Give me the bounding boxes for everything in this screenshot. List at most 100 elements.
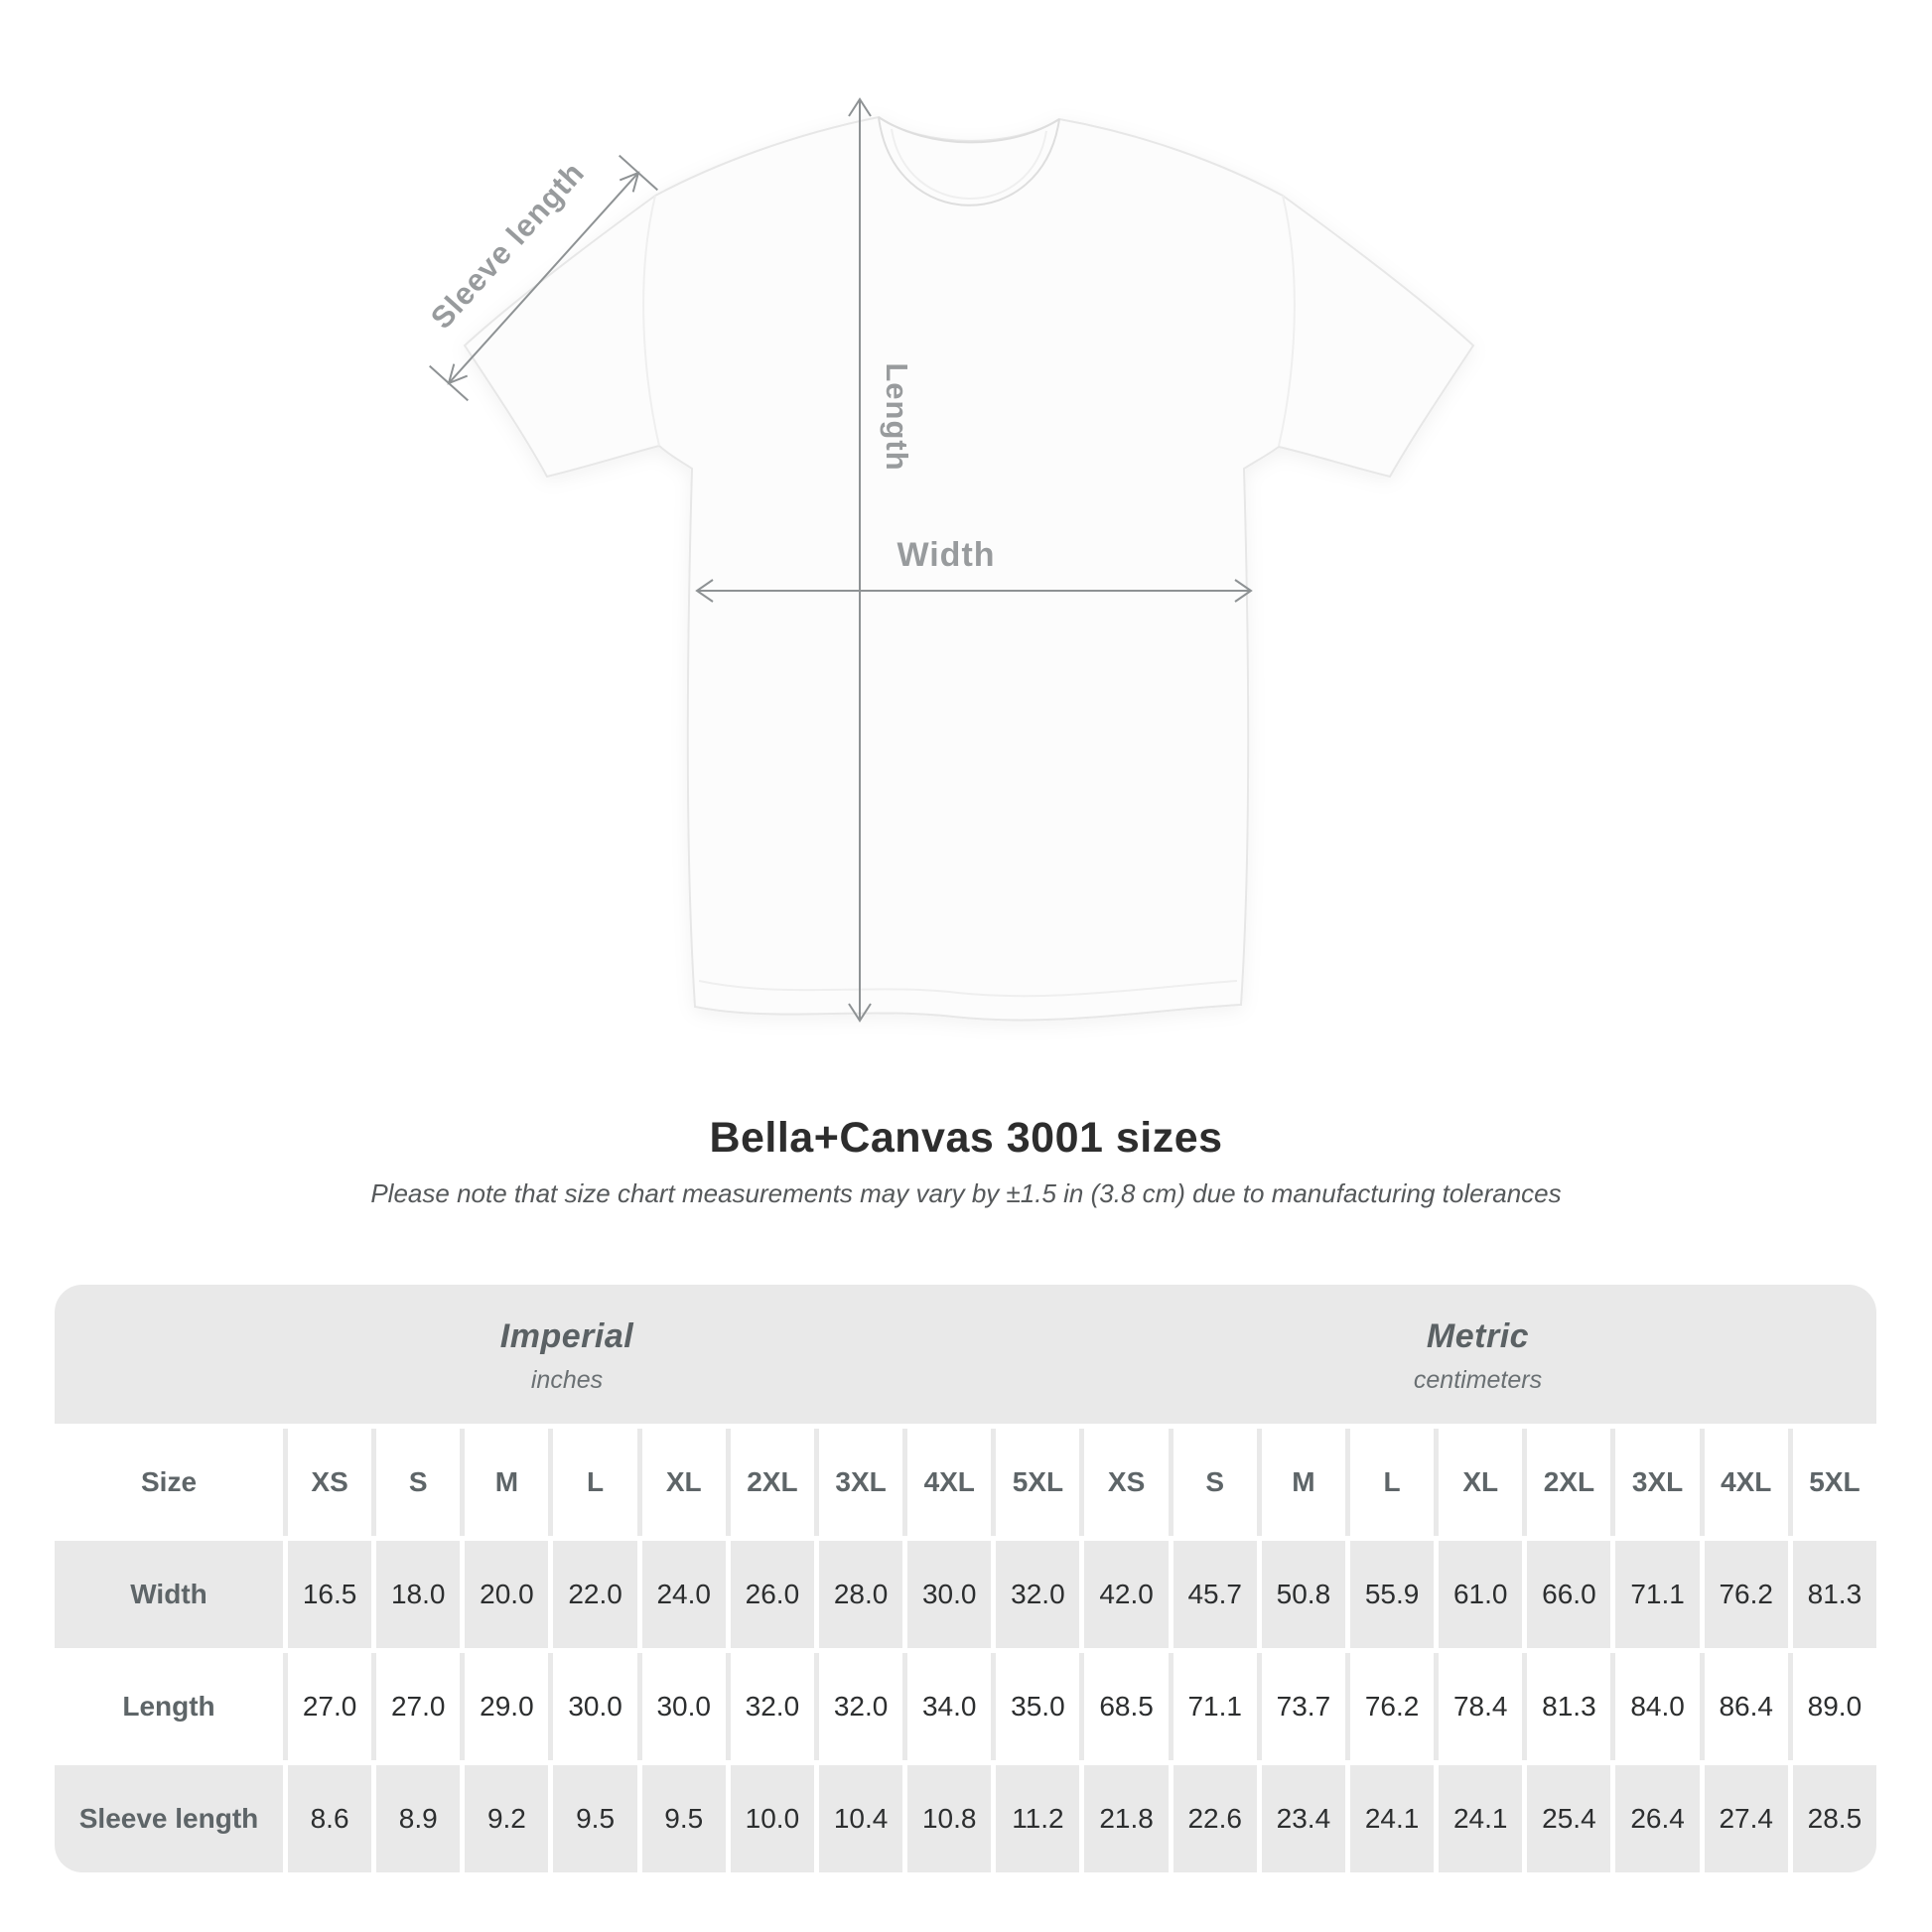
value-cell: 20.0 [460,1541,549,1648]
size-header-cell: XS [1079,1429,1169,1536]
value-cell: 81.3 [1522,1653,1611,1760]
measurement-row: Sleeve length 8.6 8.9 9.2 9.5 9.5 10.0 10.4 10.8… [55,1765,1876,1872]
title-block: Bella+Canvas 3001 sizes Please note that… [0,1114,1932,1209]
value-cell: 10.8 [902,1765,992,1872]
value-cell: 28.5 [1787,1765,1876,1872]
size-header-cell: M [460,1429,549,1536]
value-cell: 26.4 [1610,1765,1700,1872]
measurement-row: Length 27.0 27.0 29.0 30.0 30.0 32.0 32.0 34.0 35… [55,1653,1876,1760]
value-cell: 76.2 [1344,1653,1435,1760]
value-cell: 86.4 [1699,1653,1788,1760]
value-cell: 22.0 [548,1541,637,1648]
metric-unit: centimeters [1413,1366,1543,1394]
value-cell: 34.0 [902,1653,992,1760]
collar-outline [878,116,1060,144]
value-cell: 10.4 [813,1765,903,1872]
size-header-cell: XS [283,1429,372,1536]
size-header-cell: 5XL [991,1429,1080,1536]
value-cell: 22.6 [1168,1765,1257,1872]
collar-front [878,116,1060,207]
width-arrow [695,579,1253,603]
right-armhole-seam [1278,195,1296,447]
imperial-header: Imperial inches [55,1285,1079,1424]
width-label: Width [897,536,995,574]
size-header-cell: XL [636,1429,726,1536]
value-cell: 30.0 [902,1541,992,1648]
value-cell: 9.2 [460,1765,549,1872]
length-label: Length [880,362,914,471]
value-cell: 68.5 [1079,1653,1169,1760]
value-cell: 24.1 [1434,1765,1523,1872]
value-cell: 27.0 [371,1653,461,1760]
value-cell: 28.0 [813,1541,903,1648]
value-cell: 78.4 [1434,1653,1523,1760]
value-cell: 89.0 [1787,1653,1876,1760]
row-label: Length [55,1653,283,1760]
value-cell: 21.8 [1079,1765,1169,1872]
value-cell: 45.7 [1168,1541,1257,1648]
value-cell: 18.0 [371,1541,461,1648]
value-cell: 81.3 [1787,1541,1876,1648]
tshirt-measurement-diagram: Sleeve length Length Width [424,97,1475,1023]
left-armhole-seam [642,195,660,447]
value-cell: 84.0 [1610,1653,1700,1760]
value-cell: 25.4 [1522,1765,1611,1872]
tshirt-illustration: Sleeve length Length Width [424,97,1475,1023]
size-header-cell: M [1256,1429,1345,1536]
value-cell: 27.4 [1699,1765,1788,1872]
value-cell: 9.5 [548,1765,637,1872]
hem-stitch [698,980,1238,998]
unit-header-band: Imperial inches Metric centimeters [55,1285,1876,1424]
size-header-cell: 3XL [813,1429,903,1536]
value-cell: 32.0 [991,1541,1080,1648]
value-cell: 61.0 [1434,1541,1523,1648]
size-header-row: Size XS S M L XL 2XL 3XL 4XL 5XL XS S M L XL 2XL 3XL 4XL 5… [55,1429,1876,1536]
value-cell: 30.0 [548,1653,637,1760]
metric-label: Metric [1426,1317,1530,1355]
size-header-cell: 5XL [1787,1429,1876,1536]
value-cell: 35.0 [991,1653,1080,1760]
size-header-cell: S [371,1429,461,1536]
value-cell: 66.0 [1522,1541,1611,1648]
measurement-row: Width 16.5 18.0 20.0 22.0 24.0 26.0 28.0 30.0 32.… [55,1541,1876,1648]
size-header-cell: 4XL [902,1429,992,1536]
value-cell: 11.2 [991,1765,1080,1872]
value-cell: 24.1 [1344,1765,1435,1872]
collar-rib [891,128,1047,200]
size-header-cell: 2XL [725,1429,814,1536]
size-header-cell: 3XL [1610,1429,1700,1536]
value-cell: 16.5 [283,1541,372,1648]
value-cell: 26.0 [725,1541,814,1648]
value-cell: 71.1 [1168,1653,1257,1760]
value-cell: 10.0 [725,1765,814,1872]
metric-header: Metric centimeters [1079,1285,1876,1424]
size-column-header: Size [55,1429,283,1536]
value-cell: 42.0 [1079,1541,1169,1648]
size-header-cell: L [1344,1429,1435,1536]
dimension-arrows [429,97,1253,1023]
tolerance-note: Please note that size chart measurements… [370,1178,1562,1208]
size-header-cell: XL [1434,1429,1523,1536]
value-cell: 73.7 [1256,1653,1345,1760]
table-rows: Size XS S M L XL 2XL 3XL 4XL 5XL XS S M L XL 2XL 3XL 4XL 5… [55,1429,1876,1872]
row-label: Sleeve length [55,1765,283,1872]
value-cell: 50.8 [1256,1541,1345,1648]
value-cell: 55.9 [1344,1541,1435,1648]
size-header-cell: L [548,1429,637,1536]
value-cell: 29.0 [460,1653,549,1760]
imperial-unit: inches [530,1366,604,1394]
sleeve-length-arrow [429,154,658,402]
value-cell: 71.1 [1610,1541,1700,1648]
value-cell: 30.0 [636,1653,726,1760]
value-cell: 24.0 [636,1541,726,1648]
value-cell: 76.2 [1699,1541,1788,1648]
row-label: Width [55,1541,283,1648]
size-header-cell: 4XL [1699,1429,1788,1536]
value-cell: 32.0 [813,1653,903,1760]
value-cell: 8.9 [371,1765,461,1872]
value-cell: 9.5 [636,1765,726,1872]
size-header-cell: S [1168,1429,1257,1536]
value-cell: 27.0 [283,1653,372,1760]
length-arrow [848,97,872,1023]
